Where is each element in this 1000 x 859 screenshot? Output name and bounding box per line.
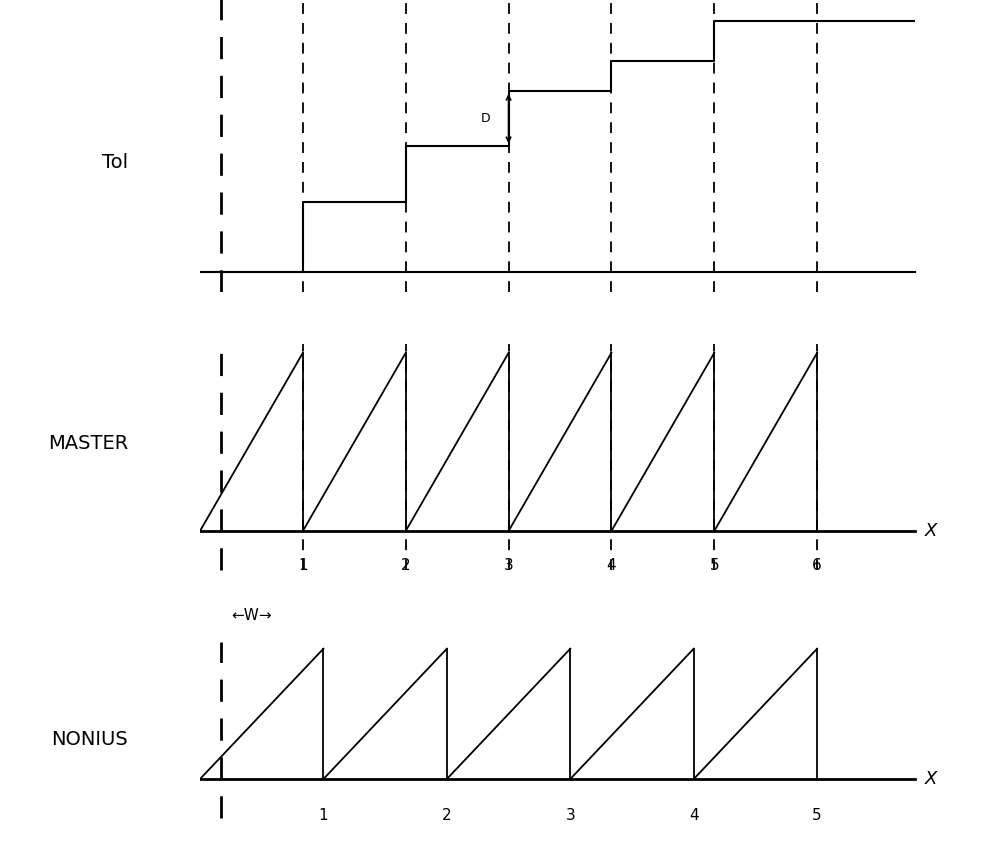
Text: X: X: [925, 522, 938, 540]
Text: 5: 5: [709, 557, 719, 573]
Text: 3: 3: [565, 807, 575, 823]
Text: Tol: Tol: [102, 153, 128, 172]
Text: 2: 2: [442, 807, 452, 823]
Text: 1: 1: [298, 557, 308, 573]
Text: MASTER: MASTER: [48, 434, 128, 453]
Text: D: D: [481, 112, 491, 125]
Text: 3: 3: [504, 557, 513, 573]
Text: 6: 6: [812, 557, 822, 573]
Text: 1: 1: [319, 807, 328, 823]
Text: NONIUS: NONIUS: [51, 730, 128, 749]
Text: 4: 4: [607, 557, 616, 573]
Text: ←W→: ←W→: [231, 607, 272, 623]
Text: 5: 5: [812, 807, 822, 823]
Text: X: X: [925, 770, 938, 788]
Text: 2: 2: [401, 557, 411, 573]
Text: 4: 4: [689, 807, 699, 823]
